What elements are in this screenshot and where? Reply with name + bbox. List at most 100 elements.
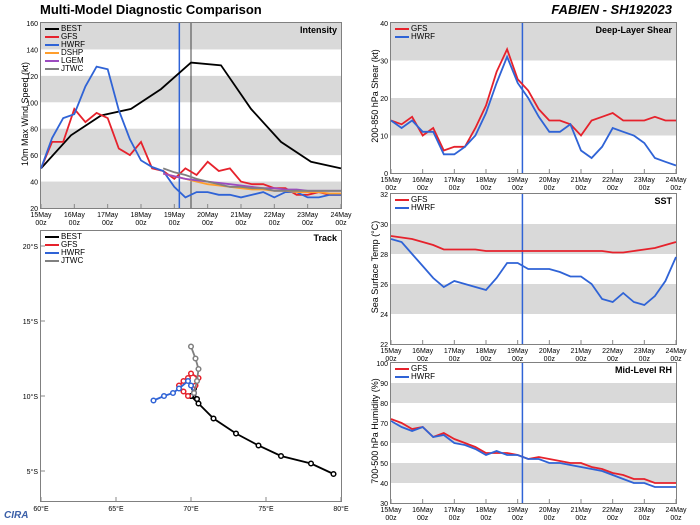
- svg-text:40: 40: [380, 481, 388, 488]
- svg-text:16May: 16May: [64, 212, 86, 219]
- legend-swatch: [395, 199, 409, 201]
- svg-text:20May: 20May: [539, 177, 561, 184]
- svg-text:00z: 00z: [35, 220, 47, 227]
- svg-text:00z: 00z: [385, 185, 397, 192]
- legend-swatch: [45, 52, 59, 54]
- legend-swatch: [395, 36, 409, 38]
- rh-title: Mid-Level RH: [615, 365, 672, 375]
- svg-text:70: 70: [380, 421, 388, 428]
- legend-item-jtwc: JTWC: [45, 257, 85, 265]
- svg-text:00z: 00z: [302, 220, 314, 227]
- svg-text:20°S: 20°S: [23, 243, 39, 251]
- svg-text:22May: 22May: [602, 177, 624, 184]
- svg-text:20May: 20May: [539, 348, 561, 355]
- svg-text:17May: 17May: [444, 507, 466, 514]
- svg-text:75°E: 75°E: [258, 505, 274, 513]
- svg-text:5°S: 5°S: [27, 468, 39, 476]
- svg-text:00z: 00z: [269, 220, 281, 227]
- svg-text:65°E: 65°E: [108, 505, 124, 513]
- svg-text:60: 60: [30, 153, 38, 160]
- svg-text:19May: 19May: [507, 507, 529, 514]
- svg-text:00z: 00z: [69, 220, 81, 227]
- svg-text:00z: 00z: [607, 185, 619, 192]
- svg-text:18May: 18May: [475, 507, 497, 514]
- legend-swatch: [395, 368, 409, 370]
- intensity-plot: 2040608010012014016015May00z16May00z17Ma…: [41, 23, 341, 208]
- svg-text:16May: 16May: [412, 177, 434, 184]
- track-legend: BESTGFSHWRFJTWC: [45, 233, 85, 265]
- svg-text:20May: 20May: [539, 507, 561, 514]
- legend-swatch: [45, 252, 59, 254]
- svg-text:00z: 00z: [639, 185, 651, 192]
- svg-text:30: 30: [380, 59, 388, 66]
- legend-label: HWRF: [411, 33, 435, 41]
- legend-swatch: [395, 376, 409, 378]
- svg-text:00z: 00z: [670, 515, 682, 522]
- legend-label: JTWC: [61, 65, 83, 73]
- svg-text:40: 40: [380, 21, 388, 28]
- legend-label: HWRF: [411, 373, 435, 381]
- svg-text:30: 30: [380, 222, 388, 229]
- svg-text:28: 28: [380, 252, 388, 259]
- svg-text:18May: 18May: [475, 348, 497, 355]
- svg-text:24May: 24May: [665, 177, 687, 184]
- svg-text:20May: 20May: [197, 212, 219, 219]
- svg-text:50: 50: [380, 461, 388, 468]
- svg-text:15May: 15May: [30, 212, 52, 219]
- svg-text:40: 40: [30, 180, 38, 187]
- legend-swatch: [45, 244, 59, 246]
- svg-text:00z: 00z: [670, 185, 682, 192]
- svg-text:19May: 19May: [164, 212, 186, 219]
- svg-text:00z: 00z: [480, 185, 492, 192]
- svg-text:32: 32: [380, 192, 388, 199]
- svg-text:15May: 15May: [380, 348, 402, 355]
- legend-label: HWRF: [411, 204, 435, 212]
- legend-swatch: [45, 28, 59, 30]
- svg-text:20: 20: [380, 96, 388, 103]
- svg-text:160: 160: [26, 21, 38, 28]
- svg-text:22May: 22May: [602, 348, 624, 355]
- sst-panel: SST GFSHWRF 22242628303215May00z16May00z…: [390, 193, 677, 345]
- svg-text:23May: 23May: [634, 507, 656, 514]
- svg-text:24May: 24May: [330, 212, 352, 219]
- storm-title: FABIEN - SH192023: [551, 2, 672, 17]
- legend-swatch: [395, 207, 409, 209]
- intensity-ylabel: 10m Max Wind Speed (kt): [20, 44, 30, 184]
- svg-text:17May: 17May: [444, 177, 466, 184]
- track-plot: 60°E65°E70°E75°E80°E5°S10°S15°S20°S: [41, 231, 341, 501]
- svg-text:18May: 18May: [475, 177, 497, 184]
- svg-text:15°S: 15°S: [23, 318, 39, 326]
- svg-text:00z: 00z: [417, 515, 429, 522]
- svg-text:00z: 00z: [607, 515, 619, 522]
- shear-ylabel: 200-850 hPa Shear (kt): [370, 26, 380, 166]
- svg-text:00z: 00z: [335, 220, 347, 227]
- svg-text:21May: 21May: [570, 348, 592, 355]
- legend-swatch: [45, 260, 59, 262]
- svg-text:00z: 00z: [639, 515, 651, 522]
- svg-text:23May: 23May: [634, 348, 656, 355]
- svg-text:19May: 19May: [507, 348, 529, 355]
- svg-text:21May: 21May: [570, 177, 592, 184]
- svg-text:24May: 24May: [665, 507, 687, 514]
- svg-text:00z: 00z: [480, 515, 492, 522]
- svg-text:21May: 21May: [230, 212, 252, 219]
- svg-text:24May: 24May: [665, 348, 687, 355]
- track-panel: Track BESTGFSHWRFJTWC 60°E65°E70°E75°E80…: [40, 230, 342, 502]
- svg-text:00z: 00z: [575, 515, 587, 522]
- legend-label: JTWC: [61, 257, 83, 265]
- svg-text:15May: 15May: [380, 177, 402, 184]
- svg-text:10: 10: [380, 134, 388, 141]
- svg-text:00z: 00z: [102, 220, 114, 227]
- rh-panel: Mid-Level RH GFSHWRF 3040506070809010015…: [390, 362, 677, 504]
- svg-text:00z: 00z: [135, 220, 147, 227]
- sst-plot: 22242628303215May00z16May00z17May00z18Ma…: [391, 194, 676, 344]
- sst-legend: GFSHWRF: [395, 196, 435, 212]
- svg-text:80°E: 80°E: [333, 505, 349, 513]
- svg-text:00z: 00z: [202, 220, 214, 227]
- intensity-panel: Intensity BESTGFSHWRFDSHPLGEMJTWC 204060…: [40, 22, 342, 209]
- shear-panel: Deep-Layer Shear GFSHWRF 01020304015May0…: [390, 22, 677, 174]
- svg-text:16May: 16May: [412, 507, 434, 514]
- svg-text:60°E: 60°E: [33, 505, 49, 513]
- legend-swatch: [45, 60, 59, 62]
- svg-text:00z: 00z: [169, 220, 181, 227]
